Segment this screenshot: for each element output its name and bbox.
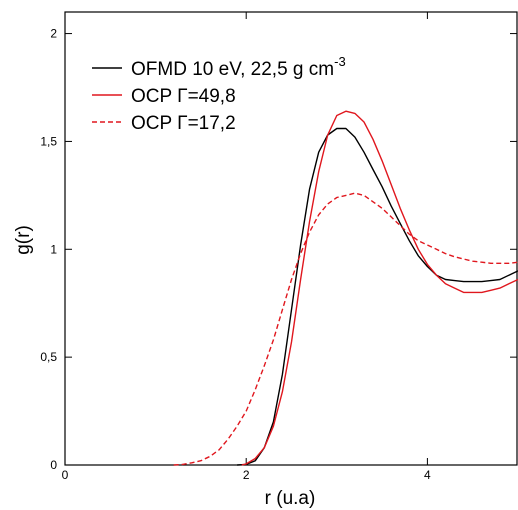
series-lines xyxy=(173,110,518,466)
y-tick-label: 0,5 xyxy=(40,350,57,364)
legend-label-1: OFMD 10 eV, 22,5 g cm-3 xyxy=(131,54,346,80)
series-line-3 xyxy=(173,192,518,466)
legend-label-3: OCP Γ=17,2 xyxy=(131,113,236,134)
x-tick-label: 4 xyxy=(424,468,431,482)
legend-label-2: OCP Γ=49,8 xyxy=(131,86,236,107)
x-tick-label: 0 xyxy=(62,468,69,482)
y-tick-label: 2 xyxy=(50,27,57,41)
axes xyxy=(64,11,518,466)
y-tick-label: 0 xyxy=(50,458,57,472)
plot-frame xyxy=(64,11,518,466)
x-tick-label: 2 xyxy=(243,468,250,482)
y-tick-label: 1 xyxy=(50,242,57,256)
y-tick-label: 1,5 xyxy=(40,134,57,148)
x-axis-label: r (u.a) xyxy=(265,488,316,509)
legend-label-superscript: -3 xyxy=(334,54,346,69)
y-axis-label: g(r) xyxy=(13,225,34,255)
series-line-1 xyxy=(237,127,518,466)
legend: OFMD 10 eV, 22,5 g cm-3 OCP Γ=49,8 OCP Γ=1… xyxy=(92,54,346,134)
series-line-2 xyxy=(241,110,518,466)
ticks: 0 2 4 0 0,5 1 1,5 2 xyxy=(40,12,517,482)
